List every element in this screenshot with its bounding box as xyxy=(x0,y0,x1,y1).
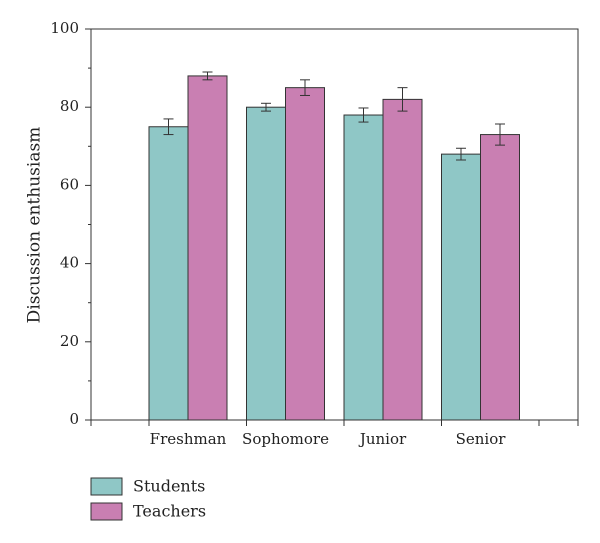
y-tick-label: 40 xyxy=(60,254,79,272)
y-axis-label: Discussion enthusiasm xyxy=(25,127,45,324)
bars xyxy=(148,71,520,421)
y-tick-label: 60 xyxy=(60,175,79,193)
legend-swatch xyxy=(90,477,123,496)
bar xyxy=(246,106,286,421)
legend-label: Teachers xyxy=(133,502,206,521)
x-tick-label: Junior xyxy=(358,430,407,448)
y-tick-label: 80 xyxy=(60,97,79,115)
bar xyxy=(148,126,189,421)
x-tick-label: Senior xyxy=(456,430,507,448)
bar xyxy=(441,153,481,421)
ticks: 0 20 40 60 80 100 Freshman Sophomore Junior Senio… xyxy=(50,19,579,448)
x-tick-label: Freshman xyxy=(150,430,227,448)
y-tick-label: 20 xyxy=(60,332,79,350)
bar xyxy=(187,75,228,421)
y-tick-label: 0 xyxy=(69,410,79,428)
legend: Students Teachers xyxy=(90,477,206,521)
x-tick-label: Sophomore xyxy=(242,430,329,448)
legend-swatch xyxy=(90,502,123,521)
bar xyxy=(285,87,325,421)
legend-label: Students xyxy=(133,477,205,496)
y-tick-label: 100 xyxy=(50,19,79,37)
bar xyxy=(480,134,520,421)
bar xyxy=(382,98,423,421)
bar xyxy=(343,114,384,421)
